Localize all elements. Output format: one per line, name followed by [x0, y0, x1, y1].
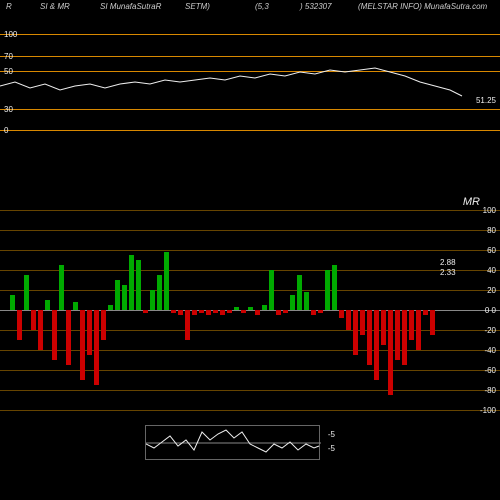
- mr-label: MR: [463, 196, 480, 208]
- mini-panel: -5-5: [145, 425, 320, 460]
- mr-panel: MR100806040200 0-20-40-60-80-1002.882.33: [0, 0, 500, 420]
